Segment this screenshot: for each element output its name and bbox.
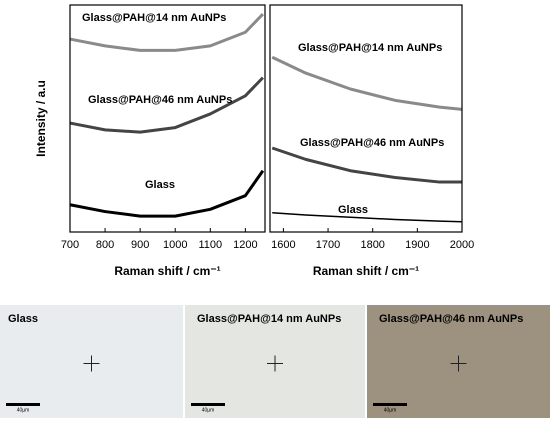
- spectrum: [69, 169, 265, 218]
- x-tick-label: 700: [61, 239, 79, 251]
- series-label: Glass@PAH@14 nm AuNPs: [82, 12, 226, 24]
- scale-label: 40µm: [202, 407, 215, 413]
- image-label: Glass@PAH@14 nm AuNPs: [197, 313, 341, 325]
- y-axis-label: Intensity / a.u: [34, 80, 48, 157]
- series-label: Glass@PAH@14 nm AuNPs: [298, 42, 442, 54]
- x-axis-label: Raman shift / cm⁻¹: [114, 264, 220, 278]
- scale-bar: [191, 403, 225, 406]
- image-label: Glass: [8, 313, 38, 325]
- scale-label: 40µm: [384, 407, 397, 413]
- scale-bar: [6, 403, 40, 406]
- series-label: Glass: [145, 179, 175, 191]
- series-label: Glass@PAH@46 nm AuNPs: [300, 137, 444, 149]
- scale-bar: [373, 403, 407, 406]
- crosshair: [83, 355, 100, 372]
- x-tick-label: 1100: [198, 239, 222, 251]
- x-tick-label: 1000: [163, 239, 187, 251]
- x-axis-label: Raman shift / cm⁻¹: [313, 264, 419, 278]
- spectrum: [271, 55, 463, 111]
- x-tick-label: 1700: [316, 239, 340, 251]
- scale-label: 40µm: [17, 407, 30, 413]
- spectrum: [69, 76, 264, 134]
- x-tick-label: 1200: [233, 239, 257, 251]
- series-label: Glass@PAH@46 nm AuNPs: [88, 94, 232, 106]
- image-label: Glass@PAH@46 nm AuNPs: [379, 313, 523, 325]
- spectrum: [271, 146, 462, 184]
- x-tick-label: 1800: [360, 239, 384, 251]
- x-tick-label: 2000: [450, 239, 474, 251]
- x-tick-label: 1900: [405, 239, 429, 251]
- x-tick-label: 800: [96, 239, 114, 251]
- series-label: Glass: [338, 204, 368, 216]
- x-tick-label: 1600: [271, 239, 295, 251]
- spectrum: [272, 211, 463, 223]
- plot-frame: [69, 4, 266, 233]
- x-tick-label: 900: [131, 239, 149, 251]
- crosshair: [450, 355, 467, 372]
- plot-frame: [269, 4, 463, 233]
- crosshair: [267, 355, 283, 372]
- spectrum: [69, 13, 264, 52]
